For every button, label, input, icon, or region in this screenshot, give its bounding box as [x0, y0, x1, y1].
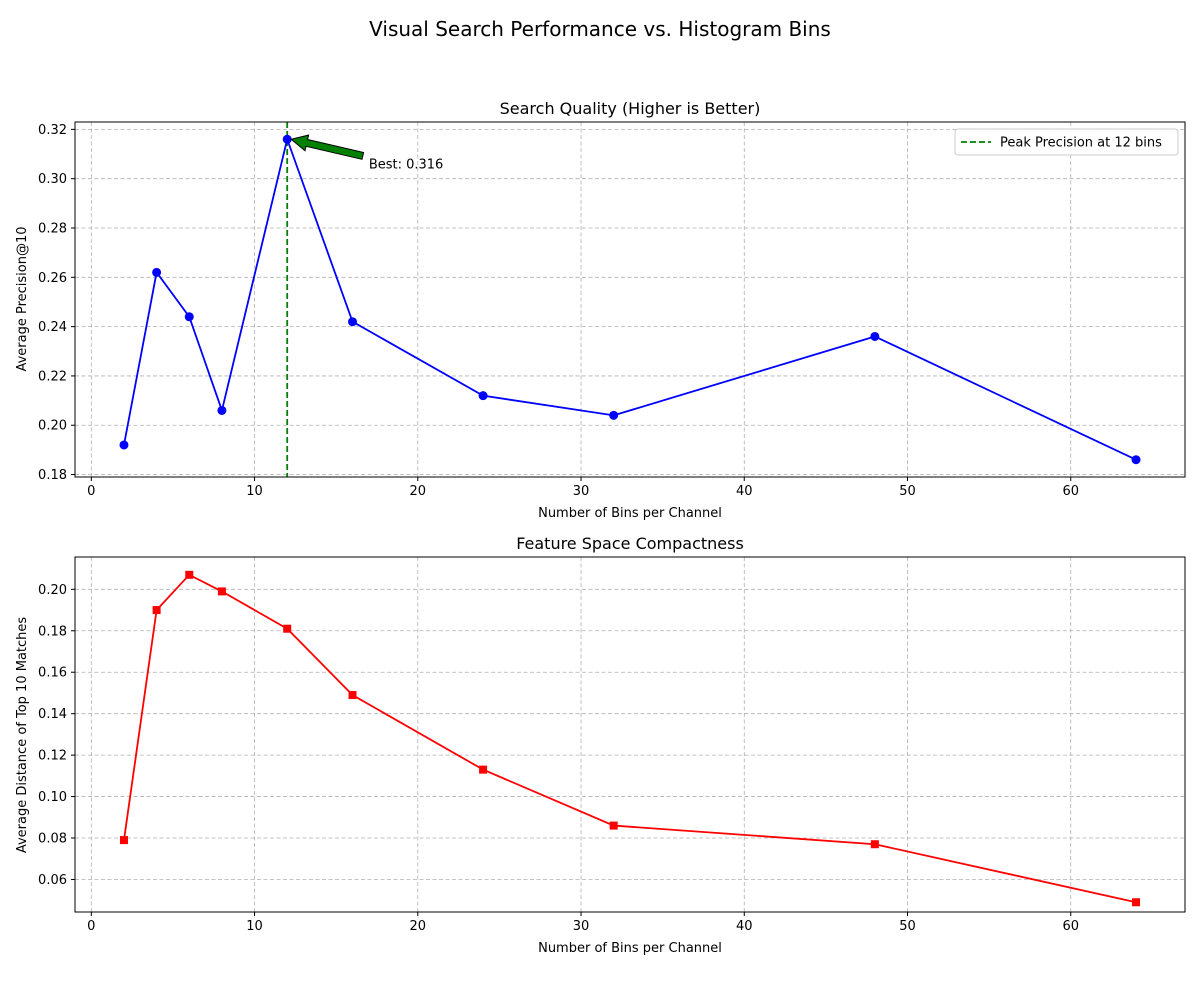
precision-subplot: Search Quality (Higher is Better) Number…	[15, 99, 1186, 521]
precision-x-tick-label: 40	[736, 484, 753, 499]
precision-series-line	[123, 136, 1137, 461]
distance-y-tick-label: 0.12	[38, 749, 67, 764]
distance-x-axis-label: Number of Bins per Channel	[538, 941, 722, 956]
precision-x-tick-label: 0	[87, 484, 95, 499]
distance-x-tick-label: 60	[1062, 919, 1079, 934]
distance-y-tick-label: 0.06	[38, 873, 67, 888]
precision-y-tick-label: 0.20	[38, 419, 67, 434]
best-annotation-label: Best: 0.316	[369, 157, 444, 172]
distance-data-point	[185, 570, 194, 579]
precision-gridlines	[75, 122, 1185, 477]
precision-y-tick-label: 0.28	[38, 222, 67, 237]
distance-series-layer	[119, 570, 1141, 907]
precision-y-tick-label: 0.22	[38, 369, 67, 384]
legend-entry-label: Peak Precision at 12 bins	[1000, 136, 1162, 151]
distance-x-tick-label: 50	[899, 919, 916, 934]
distance-data-point	[119, 836, 128, 845]
distance-x-tick-label: 10	[246, 919, 263, 934]
distance-y-tick-label: 0.20	[38, 583, 67, 598]
precision-y-tick-label: 0.24	[38, 320, 67, 335]
distance-y-tick-label: 0.10	[38, 790, 67, 805]
best-annotation-arrow	[290, 134, 365, 160]
precision-y-axis-label: Average Precision@10	[15, 226, 30, 371]
distance-subplot: Feature Space Compactness Number of Bins…	[15, 534, 1186, 956]
precision-series-layer	[119, 134, 1141, 465]
distance-data-point	[609, 821, 618, 830]
distance-gridlines	[75, 557, 1185, 912]
distance-axes-border	[74, 556, 1186, 913]
precision-data-point	[152, 267, 162, 277]
distance-y-tick-label: 0.14	[38, 707, 67, 722]
precision-data-point	[184, 312, 194, 322]
distance-y-tick-label: 0.18	[38, 624, 67, 639]
distance-data-point	[217, 587, 226, 596]
distance-axes-frame	[74, 556, 1186, 913]
distance-x-tick-label: 30	[573, 919, 590, 934]
precision-y-tick-label: 0.26	[38, 271, 67, 286]
distance-data-point	[870, 840, 879, 849]
distance-x-tick-label: 20	[410, 919, 427, 934]
precision-y-tick-label: 0.18	[38, 468, 67, 483]
distance-chart-title: Feature Space Compactness	[516, 534, 744, 553]
precision-x-tick-label: 20	[410, 484, 427, 499]
precision-x-tick-label: 60	[1062, 484, 1079, 499]
precision-annotation-layer: Best: 0.316	[290, 134, 444, 172]
distance-series-line	[123, 573, 1137, 904]
distance-data-point	[479, 765, 488, 774]
distance-data-point	[152, 606, 161, 615]
precision-y-tick-label: 0.32	[38, 123, 67, 138]
precision-ticks: 0 10 20 30 40 50 60 0.18 0.20 0.22 0.24 0.26 0.28 0.3…	[38, 123, 1079, 499]
distance-x-tick-label: 0	[87, 919, 95, 934]
distance-data-point	[283, 624, 292, 633]
figure-title: Visual Search Performance vs. Histogram …	[369, 17, 831, 41]
precision-x-tick-label: 50	[899, 484, 916, 499]
distance-ticks: 0 10 20 30 40 50 60 0.06 0.08 0.10 0.12 0.14 0.16 0.1…	[38, 583, 1079, 934]
precision-x-tick-label: 30	[573, 484, 590, 499]
precision-data-point	[217, 405, 227, 415]
precision-data-point	[609, 410, 619, 420]
precision-data-point	[478, 391, 488, 401]
precision-axes-frame	[74, 121, 1186, 478]
distance-data-point	[348, 691, 357, 700]
distance-y-tick-label: 0.08	[38, 832, 67, 847]
precision-data-point	[119, 440, 129, 450]
distance-data-point	[1132, 898, 1141, 907]
precision-data-point	[282, 134, 292, 144]
precision-y-tick-label: 0.30	[38, 172, 67, 187]
precision-legend: Peak Precision at 12 bins	[954, 128, 1179, 156]
legend-box	[954, 128, 1179, 156]
precision-chart-title: Search Quality (Higher is Better)	[500, 99, 761, 118]
precision-data-point	[348, 317, 357, 327]
distance-x-tick-label: 40	[736, 919, 753, 934]
distance-y-axis-label: Average Distance of Top 10 Matches	[15, 617, 30, 854]
distance-y-tick-label: 0.16	[38, 666, 67, 681]
precision-x-axis-label: Number of Bins per Channel	[538, 506, 722, 521]
precision-axes-border	[74, 121, 1186, 478]
precision-data-point	[1131, 455, 1141, 465]
precision-data-point	[870, 331, 880, 341]
precision-x-tick-label: 10	[246, 484, 263, 499]
